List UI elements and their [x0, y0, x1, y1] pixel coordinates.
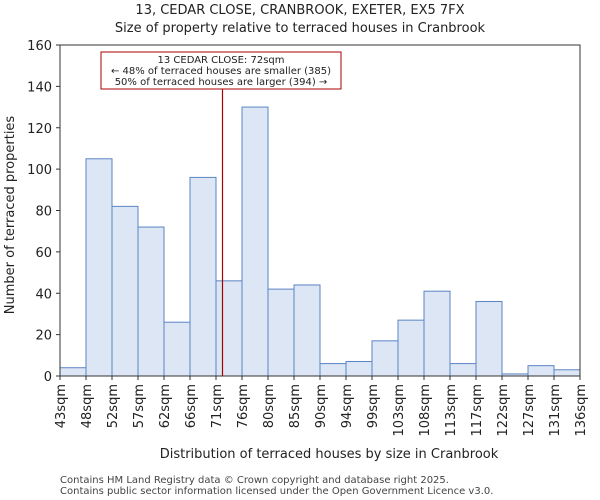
bar-57sqm [137, 226, 165, 377]
bar-66sqm [189, 176, 217, 377]
x-tick-label: 71sqm [210, 384, 225, 428]
x-tick-label: 136sqm [574, 384, 589, 437]
x-tick-label: 52sqm [106, 384, 121, 428]
bar-80sqm [267, 288, 295, 377]
bar-90sqm [319, 363, 347, 377]
x-tick-label: 80sqm [262, 384, 277, 428]
bar-117sqm [475, 301, 503, 377]
y-axis-ticks: 0 20 40 60 80 100 120 140 160 [27, 39, 60, 385]
x-tick-label: 85sqm [288, 384, 303, 428]
y-tick-label: 120 [27, 122, 52, 137]
bar-52sqm [111, 205, 139, 377]
y-tick-label: 160 [27, 39, 52, 54]
bars-group [59, 106, 581, 377]
x-tick-label: 43sqm [54, 384, 69, 428]
y-tick-label: 80 [35, 205, 52, 220]
y-tick-label: 20 [35, 329, 52, 344]
bar-71sqm [215, 280, 243, 377]
y-axis-label: Number of terraced properties [3, 116, 18, 315]
annotation-line-1: 13 CEDAR CLOSE: 72sqm [157, 55, 284, 66]
bar-48sqm [85, 158, 113, 377]
annotation-line-2: ← 48% of terraced houses are smaller (38… [111, 66, 331, 77]
x-axis-ticks: 43sqm 48sqm 52sqm 57sqm 62sqm 66sqm 71sqm 76sqm… [54, 376, 589, 437]
bar-76sqm [241, 106, 269, 377]
y-tick-label: 40 [35, 287, 52, 302]
x-tick-label: 113sqm [444, 384, 459, 437]
x-axis-label: Distribution of terraced houses by size … [160, 447, 499, 462]
x-tick-label: 66sqm [184, 384, 199, 428]
x-tick-label: 99sqm [366, 384, 381, 428]
bar-108sqm [423, 290, 451, 377]
y-tick-label: 60 [35, 246, 52, 261]
x-tick-label: 94sqm [340, 384, 355, 428]
x-tick-label: 48sqm [80, 384, 95, 428]
annotation-box [100, 51, 342, 90]
y-tick-label: 100 [27, 163, 52, 178]
x-tick-label: 103sqm [392, 384, 407, 437]
plot-frame [59, 44, 581, 377]
x-tick-label: 62sqm [158, 384, 173, 428]
x-tick-label: 76sqm [236, 384, 251, 428]
y-tick-label: 0 [44, 370, 52, 385]
y-tick-label: 140 [27, 80, 52, 95]
footer-line-2: Contains public sector information licen… [60, 486, 493, 497]
x-tick-label: 90sqm [314, 384, 329, 428]
bar-103sqm [397, 319, 425, 377]
bar-113sqm [449, 363, 477, 377]
chart-title: 13, CEDAR CLOSE, CRANBROOK, EXETER, EX5 … [135, 3, 464, 18]
bar-85sqm [293, 284, 321, 377]
bar-127sqm [527, 365, 555, 377]
bar-94sqm [345, 361, 373, 377]
bar-43sqm [59, 367, 87, 377]
x-tick-label: 57sqm [132, 384, 147, 428]
bar-99sqm [371, 340, 399, 377]
x-tick-label: 131sqm [548, 384, 563, 437]
annotation-line-3: 50% of terraced houses are larger (394) … [115, 77, 328, 88]
x-tick-label: 117sqm [470, 384, 485, 437]
chart-subtitle: Size of property relative to terraced ho… [115, 21, 486, 36]
x-tick-label: 127sqm [522, 384, 537, 437]
footer-line-1: Contains HM Land Registry data © Crown c… [60, 475, 449, 486]
bar-62sqm [163, 321, 191, 377]
x-tick-label: 108sqm [418, 384, 433, 437]
x-tick-label: 122sqm [496, 384, 511, 437]
bar-131sqm [553, 369, 581, 377]
